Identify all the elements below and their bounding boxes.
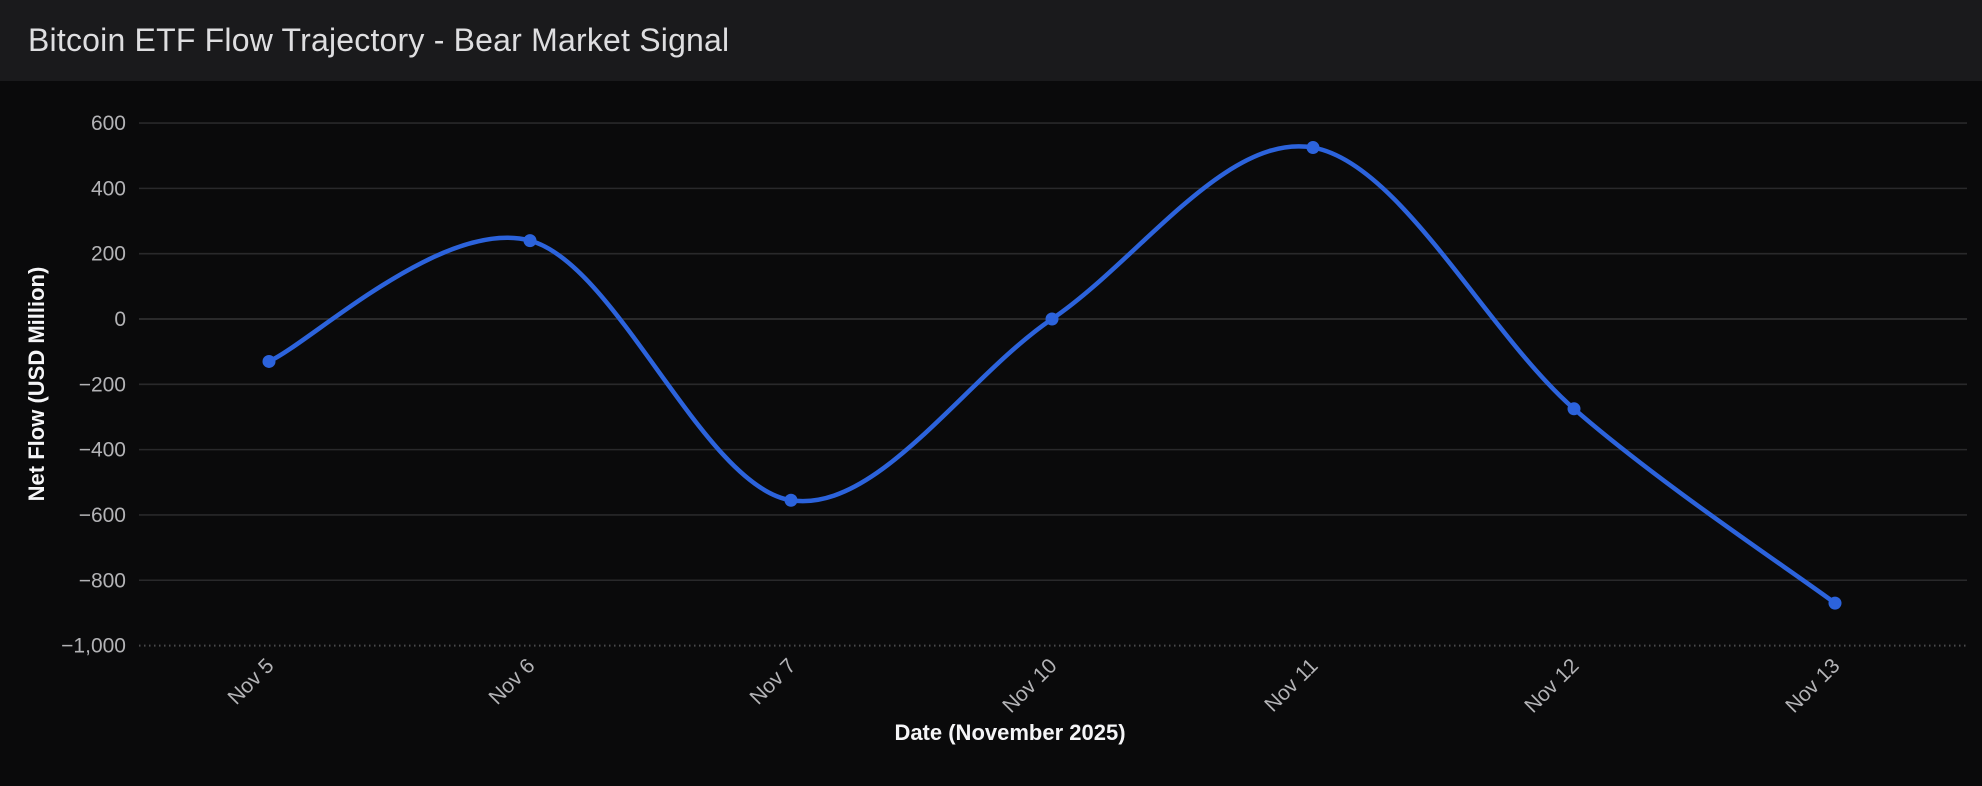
x-axis-ticks: Nov 5 Nov 6 Nov 7 Nov 10 Nov 11 Nov 12 Nov 13	[223, 654, 1844, 717]
y-axis-title: Net Flow (USD Million)	[24, 267, 49, 502]
data-points	[262, 141, 1842, 610]
y-tick-label: 400	[91, 177, 126, 200]
chart-title: Bitcoin ETF Flow Trajectory - Bear Marke…	[28, 22, 730, 58]
y-tick-label: 600	[91, 112, 126, 135]
gridlines	[139, 122, 1967, 647]
data-point[interactable]	[523, 234, 537, 248]
x-tick-label: Nov 13	[1781, 654, 1844, 717]
x-tick-label: Nov 11	[1260, 654, 1322, 716]
series-line	[266, 144, 1838, 606]
data-point[interactable]	[1045, 312, 1059, 326]
x-axis-title: Date (November 2025)	[894, 720, 1125, 745]
data-point[interactable]	[1306, 141, 1320, 155]
y-axis-ticks: 600 400 200 0 −200 −400 −600 −800 −1,000	[61, 112, 126, 658]
y-tick-label: −400	[79, 439, 126, 462]
x-tick-label: Nov 6	[484, 654, 539, 709]
data-point[interactable]	[262, 354, 276, 368]
data-point[interactable]	[784, 493, 798, 507]
x-tick-label: Nov 5	[223, 654, 278, 709]
y-tick-label: −800	[79, 569, 126, 592]
y-tick-label: 200	[91, 243, 126, 266]
chart-area: 600 400 200 0 −200 −400 −600 −800 −1,000 Nov 5 No…	[0, 81, 1982, 786]
data-point[interactable]	[1828, 596, 1842, 610]
x-tick-label: Nov 7	[745, 654, 800, 709]
y-tick-label: −1,000	[61, 635, 126, 658]
data-point[interactable]	[1567, 402, 1581, 416]
x-tick-label: Nov 10	[998, 654, 1061, 717]
y-tick-label: −600	[79, 504, 126, 527]
y-tick-label: −200	[79, 373, 126, 396]
header-bar: Bitcoin ETF Flow Trajectory - Bear Marke…	[0, 0, 1982, 81]
y-tick-label: 0	[114, 308, 126, 331]
x-tick-label: Nov 12	[1520, 654, 1583, 717]
